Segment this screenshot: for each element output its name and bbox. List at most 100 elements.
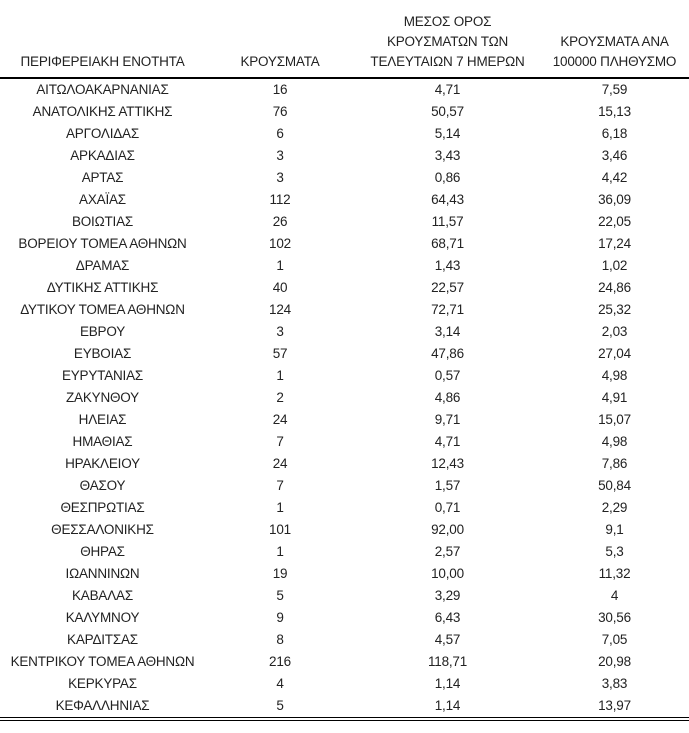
cell-regional-unit: ΔΡΑΜΑΣ [75, 258, 130, 273]
column-header-regional-unit: ΠΕΡΙΦΕΡΕΙΑΚΗ ΕΝΟΤΗΤΑ [20, 54, 185, 69]
cell-cases-per-100k: 1,02 [601, 258, 628, 273]
cell-cases-per-100k: 2,03 [601, 324, 628, 339]
cell-regional-unit: ΚΑΡΔΙΤΣΑΣ [67, 632, 138, 647]
cell-cases-per-100k: 25,32 [598, 302, 631, 317]
cell-7day-average: 50,57 [431, 104, 464, 119]
cell-cases: 216 [269, 654, 291, 669]
cell-7day-average: 3,29 [434, 588, 461, 603]
cell-7day-average: 64,43 [431, 192, 464, 207]
table-row: ΚΕΡΚΥΡΑΣ 4 1,14 3,83 [0, 673, 689, 695]
table-row: ΚΑΛΥΜΝΟΥ 9 6,43 30,56 [0, 607, 689, 629]
table-row: ΕΥΡΥΤΑΝΙΑΣ 1 0,57 4,98 [0, 365, 689, 387]
table-row: ΘΕΣΠΡΩΤΙΑΣ 1 0,71 2,29 [0, 497, 689, 519]
cell-7day-average: 0,86 [434, 170, 461, 185]
cell-7day-average: 3,14 [434, 324, 461, 339]
table-row: ΘΑΣΟΥ 7 1,57 50,84 [0, 475, 689, 497]
cell-cases-per-100k: 4,98 [601, 368, 628, 383]
table-row: ΔΥΤΙΚΗΣ ΑΤΤΙΚΗΣ 40 22,57 24,86 [0, 277, 689, 299]
cell-cases: 112 [269, 192, 291, 207]
cell-cases-per-100k: 20,98 [598, 654, 631, 669]
cell-cases-per-100k: 36,09 [598, 192, 631, 207]
cell-cases-per-100k: 5,3 [605, 544, 624, 559]
cell-cases: 26 [272, 214, 288, 229]
table-row: ΒΟΡΕΙΟΥ ΤΟΜΕΑ ΑΘΗΝΩΝ 102 68,71 17,24 [0, 233, 689, 255]
cell-cases: 24 [272, 412, 288, 427]
cell-7day-average: 47,86 [431, 346, 464, 361]
cell-cases-per-100k: 7,05 [601, 632, 628, 647]
table-row: ΖΑΚΥΝΘΟΥ 2 4,86 4,91 [0, 387, 689, 409]
cell-cases: 3 [276, 324, 284, 339]
table-row: ΕΒΡΟΥ 3 3,14 2,03 [0, 321, 689, 343]
cell-cases: 6 [276, 126, 284, 141]
cell-7day-average: 1,14 [434, 698, 461, 713]
cell-cases-per-100k: 15,13 [598, 104, 631, 119]
cell-cases: 7 [276, 478, 284, 493]
cell-7day-average: 68,71 [431, 236, 464, 251]
cell-cases-per-100k: 3,83 [601, 676, 628, 691]
table-row: ΚΑΒΑΛΑΣ 5 3,29 4 [0, 585, 689, 607]
regional-cases-table: ΠΕΡΙΦΕΡΕΙΑΚΗ ΕΝΟΤΗΤΑ ΚΡΟΥΣΜΑΤΑ ΜΕΣΟΣ ΟΡΟ… [0, 12, 689, 721]
table-row: ΚΑΡΔΙΤΣΑΣ 8 4,57 7,05 [0, 629, 689, 651]
table-row: ΑΙΤΩΛΟΑΚΑΡΝΑΝΙΑΣ 16 4,71 7,59 [0, 78, 689, 101]
cell-regional-unit: ΚΕΡΚΥΡΑΣ [68, 676, 137, 691]
cell-cases-per-100k: 13,97 [598, 698, 631, 713]
cell-cases: 16 [272, 82, 288, 97]
table-row: ΑΡΚΑΔΙΑΣ 3 3,43 3,46 [0, 145, 689, 167]
cell-cases-per-100k: 17,24 [598, 236, 631, 251]
cell-7day-average: 0,71 [434, 500, 461, 515]
table-row: ΘΗΡΑΣ 1 2,57 5,3 [0, 541, 689, 563]
cell-regional-unit: ΗΛΕΙΑΣ [78, 412, 127, 427]
cell-7day-average: 92,00 [431, 522, 464, 537]
cell-cases: 124 [269, 302, 291, 317]
cell-7day-average: 11,57 [431, 214, 464, 229]
cell-cases: 76 [272, 104, 288, 119]
cell-regional-unit: ΒΟΡΕΙΟΥ ΤΟΜΕΑ ΑΘΗΝΩΝ [18, 236, 187, 251]
cell-7day-average: 3,43 [434, 148, 461, 163]
cell-regional-unit: ΑΡΓΟΛΙΔΑΣ [65, 126, 140, 141]
cell-7day-average: 118,71 [427, 654, 468, 669]
cell-regional-unit: ΕΥΡΥΤΑΝΙΑΣ [61, 368, 144, 383]
cell-regional-unit: ΙΩΑΝΝΙΝΩΝ [65, 566, 140, 581]
cell-cases: 7 [276, 434, 284, 449]
cell-cases: 1 [276, 544, 284, 559]
cell-cases-per-100k: 9,1 [605, 522, 624, 537]
table-row: ΘΕΣΣΑΛΟΝΙΚΗΣ 101 92,00 9,1 [0, 519, 689, 541]
cell-cases: 19 [272, 566, 288, 581]
table-row: ΗΛΕΙΑΣ 24 9,71 15,07 [0, 409, 689, 431]
cell-7day-average: 4,71 [434, 434, 461, 449]
table-row: ΕΥΒΟΙΑΣ 57 47,86 27,04 [0, 343, 689, 365]
cell-cases: 102 [269, 236, 291, 251]
cell-regional-unit: ΑΝΑΤΟΛΙΚΗΣ ΑΤΤΙΚΗΣ [32, 104, 173, 119]
cell-7day-average: 5,14 [434, 126, 461, 141]
cell-regional-unit: ΘΑΣΟΥ [79, 478, 126, 493]
cell-cases-per-100k: 15,07 [598, 412, 631, 427]
cell-regional-unit: ΔΥΤΙΚΟΥ ΤΟΜΕΑ ΑΘΗΝΩΝ [20, 302, 185, 317]
cell-7day-average: 1,57 [434, 478, 461, 493]
cell-7day-average: 9,71 [434, 412, 461, 427]
table-row: ΑΡΓΟΛΙΔΑΣ 6 5,14 6,18 [0, 123, 689, 145]
cell-7day-average: 4,71 [434, 82, 461, 97]
cell-cases: 57 [272, 346, 288, 361]
cell-cases-per-100k: 2,29 [601, 500, 628, 515]
cell-cases: 9 [276, 610, 284, 625]
cell-cases: 5 [276, 588, 284, 603]
cell-7day-average: 0,57 [434, 368, 461, 383]
cell-regional-unit: ΑΡΚΑΔΙΑΣ [70, 148, 135, 163]
table-row: ΗΜΑΘΙΑΣ 7 4,71 4,98 [0, 431, 689, 453]
cell-regional-unit: ΕΒΡΟΥ [79, 324, 126, 339]
cell-7day-average: 2,57 [434, 544, 461, 559]
cell-cases-per-100k: 7,86 [601, 456, 628, 471]
table-row: ΚΕΝΤΡΙΚΟΥ ΤΟΜΕΑ ΑΘΗΝΩΝ 216 118,71 20,98 [0, 651, 689, 673]
cell-regional-unit: ΖΑΚΥΝΘΟΥ [66, 390, 139, 405]
cell-cases-per-100k: 4,98 [601, 434, 628, 449]
cell-cases-per-100k: 7,59 [601, 82, 628, 97]
cell-cases-per-100k: 50,84 [598, 478, 631, 493]
cell-cases: 1 [276, 368, 284, 383]
cell-7day-average: 72,71 [431, 302, 464, 317]
cell-regional-unit: ΕΥΒΟΙΑΣ [73, 346, 132, 361]
cell-regional-unit: ΗΜΑΘΙΑΣ [72, 434, 133, 449]
cell-cases-per-100k: 27,04 [598, 346, 631, 361]
table-row: ΔΥΤΙΚΟΥ ΤΟΜΕΑ ΑΘΗΝΩΝ 124 72,71 25,32 [0, 299, 689, 321]
cell-cases: 4 [276, 676, 284, 691]
cell-cases-per-100k: 24,86 [598, 280, 631, 295]
